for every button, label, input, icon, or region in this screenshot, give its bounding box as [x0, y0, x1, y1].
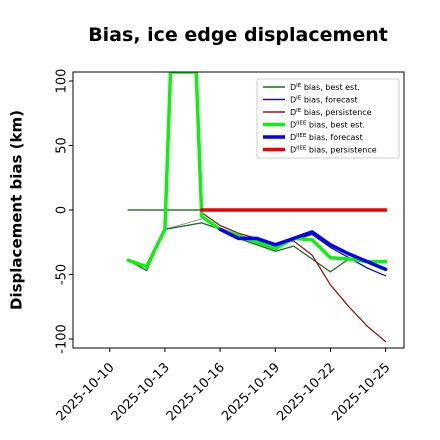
- x-tick-label: 2025-10-19: [219, 360, 283, 424]
- chart-title: Bias, ice edge displacement: [88, 24, 388, 46]
- y-axis-label: Displacement bias (km): [8, 110, 26, 310]
- legend-label: DIIEE bias, forecast: [290, 133, 363, 142]
- x-tick-label: 2025-10-10: [54, 360, 118, 424]
- legend-label: DIE bias, forecast: [290, 96, 358, 105]
- y-tick-label: 100: [55, 69, 70, 94]
- y-tick-label: 0: [55, 206, 70, 214]
- x-tick-label: 2025-10-13: [109, 360, 173, 424]
- y-tick-label: 50: [55, 137, 70, 154]
- series-line-3: [201, 211, 387, 343]
- legend-label: DIIEE bias, persistence: [290, 146, 377, 155]
- y-tick-label: -50: [55, 264, 70, 285]
- series-line-5: [218, 227, 388, 272]
- y-axis: 100 50 0 -50 -100: [55, 69, 73, 354]
- series-line-1: [127, 222, 387, 273]
- x-tick-label: 2025-10-25: [329, 360, 393, 424]
- legend-label: DIE bias, persistence: [290, 108, 372, 117]
- legend-box: [256, 78, 400, 159]
- x-tick-label: 2025-10-22: [274, 360, 338, 424]
- series-layer: [126, 72, 388, 343]
- legend-label: DIE bias, best est.: [290, 83, 360, 92]
- legend-label: DIIEE bias, best est.: [290, 121, 365, 130]
- x-tick-label: 2025-10-16: [164, 360, 228, 424]
- y-tick-label: -100: [55, 324, 70, 354]
- x-axis: 2025-10-102025-10-132025-10-162025-10-19…: [54, 348, 393, 424]
- legend: DIE bias, best est. DIE bias, forecast DIE…: [256, 78, 400, 159]
